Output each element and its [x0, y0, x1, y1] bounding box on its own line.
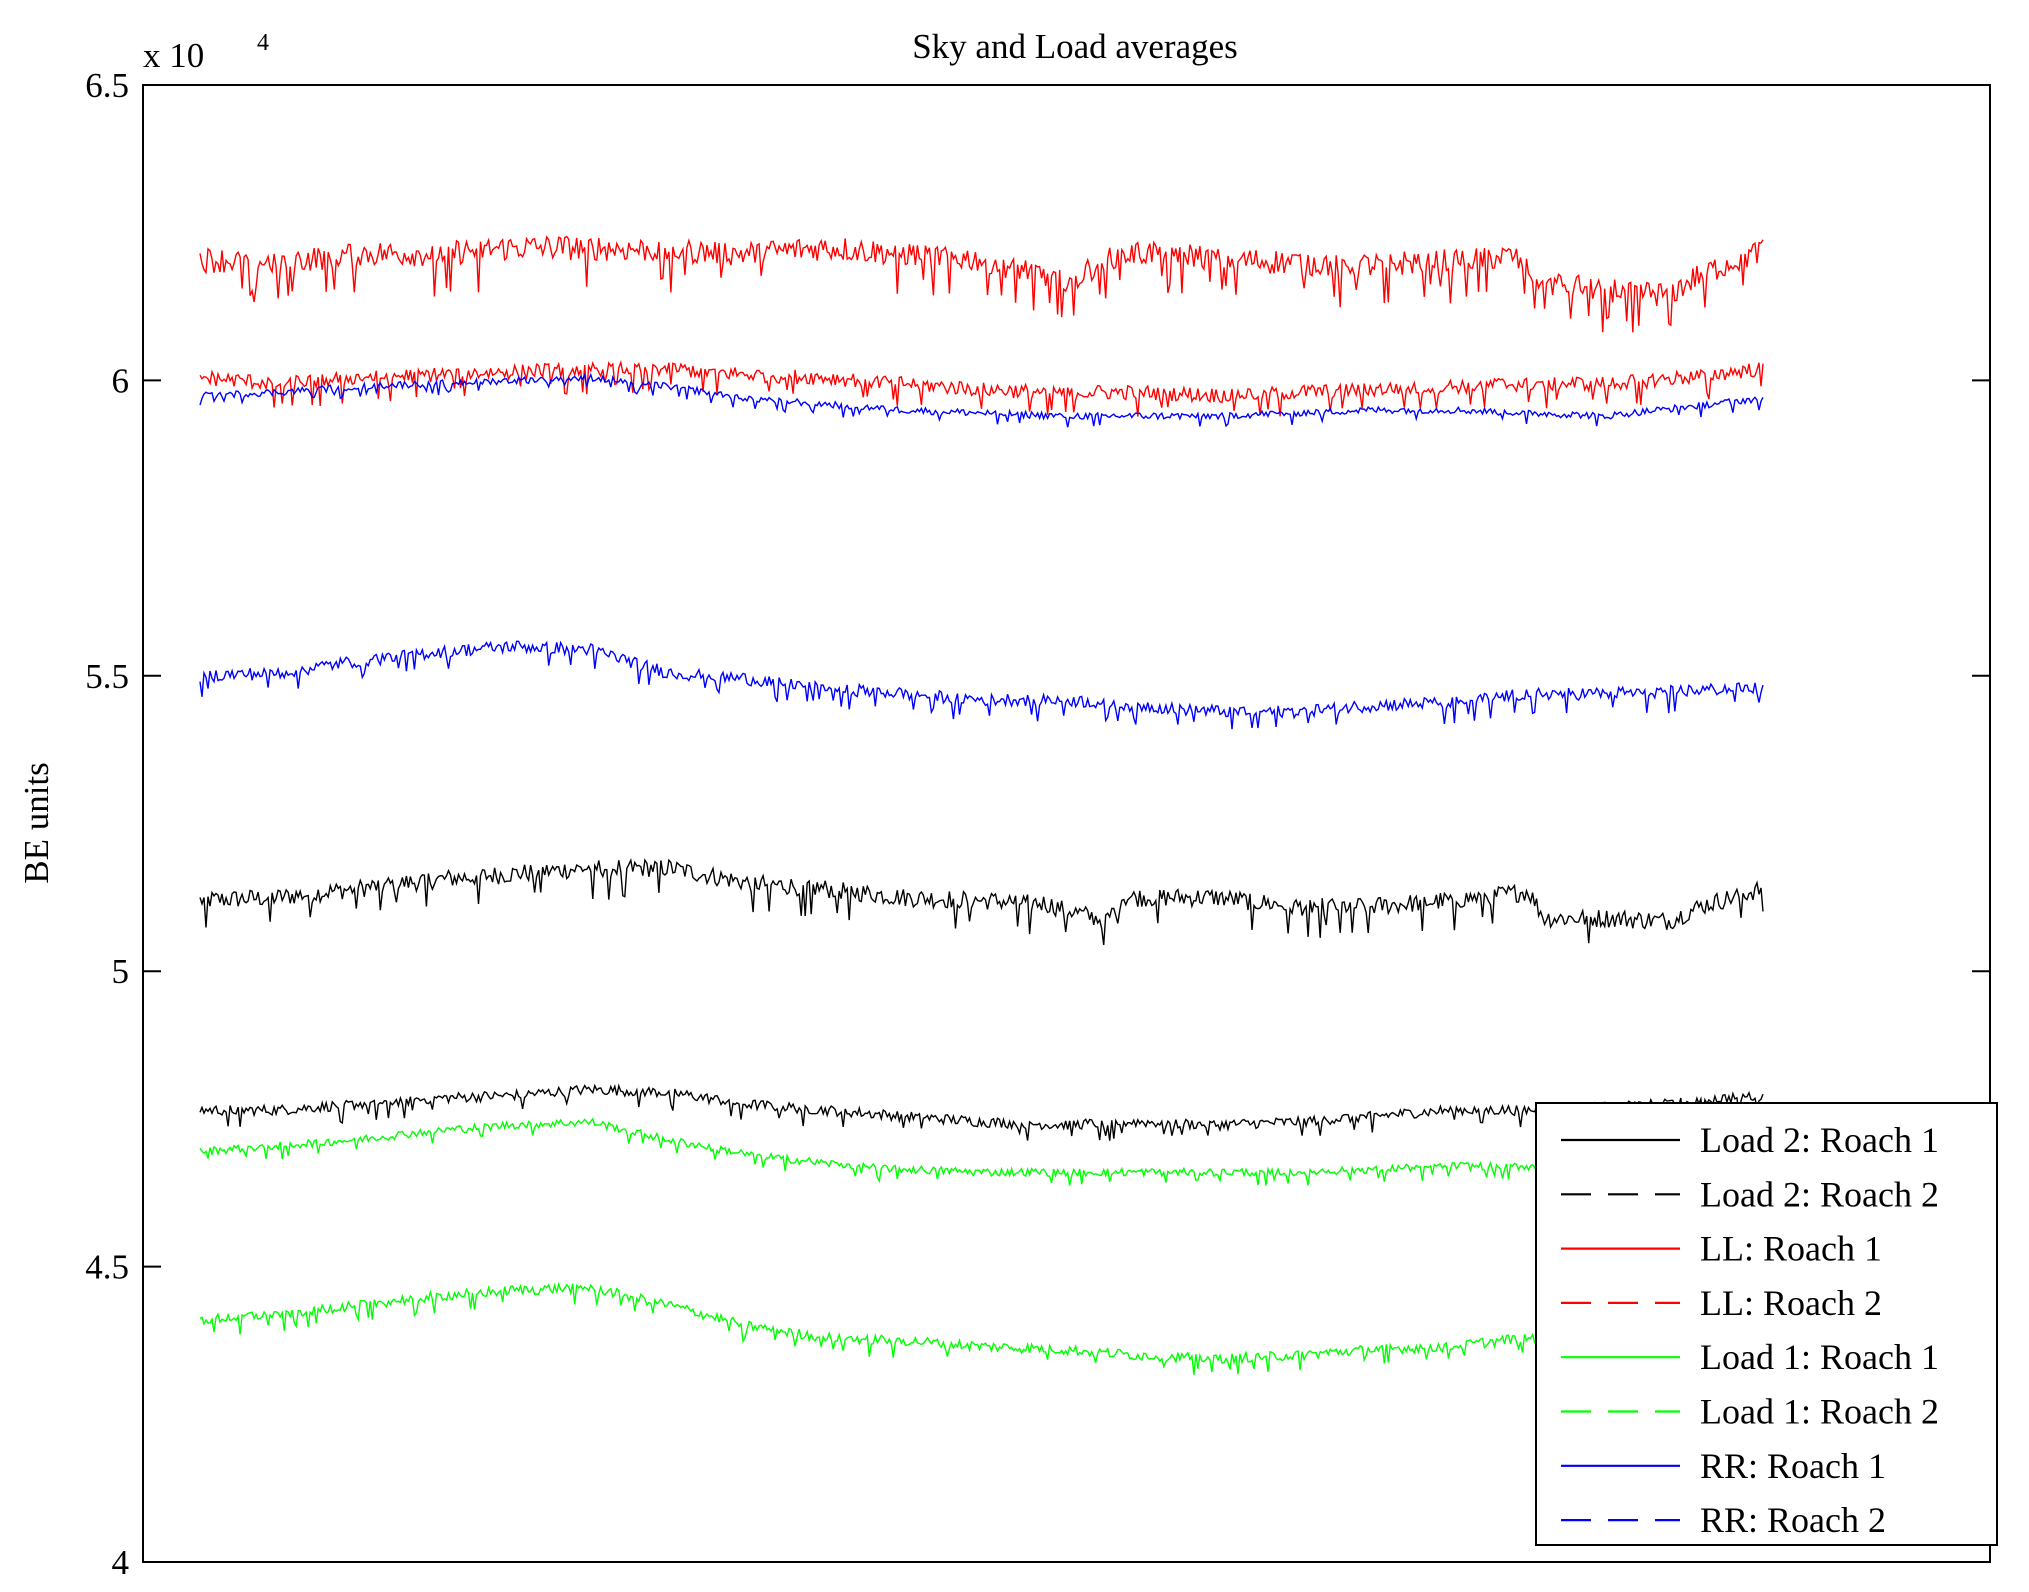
series-line-5 [199, 1117, 1764, 1186]
series-line-4 [199, 1281, 1764, 1375]
legend-label-6: RR: Roach 1 [1700, 1446, 1886, 1486]
chart-title: Sky and Load averages [912, 27, 1238, 66]
series-layer [199, 235, 1764, 1375]
plot-area-frame [142, 84, 1991, 1563]
legend-box [1535, 1102, 1998, 1546]
y-exponent-base: x 10 [143, 36, 204, 75]
series-line-6 [199, 640, 1764, 730]
y-tick-label: 5 [112, 952, 130, 991]
y-tick-label: 6.5 [85, 66, 129, 105]
legend-entries: Load 2: Roach 1 Load 2: Roach 2 LL: Roach … [1561, 1120, 1939, 1540]
y-axis-label: BE units [17, 762, 56, 884]
legend-label-7: RR: Roach 2 [1700, 1500, 1886, 1540]
y-tick-label: 5.5 [85, 657, 129, 696]
y-tick-label: 4.5 [85, 1248, 129, 1287]
legend: Load 2: Roach 1 Load 2: Roach 2 LL: Roach … [1535, 1102, 1998, 1546]
series-line-3 [199, 360, 1764, 417]
y-tick-label: 6 [112, 361, 130, 400]
y-tick-label: 4 [112, 1543, 130, 1582]
y-ticks: 4 4.5 5 5.5 6 6.5 [85, 66, 1990, 1582]
series-line-2 [199, 235, 1764, 333]
legend-label-4: Load 1: Roach 1 [1700, 1337, 1939, 1377]
legend-label-1: Load 2: Roach 2 [1700, 1174, 1939, 1214]
series-line-7 [199, 372, 1764, 428]
legend-label-2: LL: Roach 1 [1700, 1229, 1882, 1269]
series-line-1 [199, 1083, 1764, 1141]
legend-label-0: Load 2: Roach 1 [1700, 1120, 1939, 1160]
legend-label-5: Load 1: Roach 2 [1700, 1392, 1939, 1432]
y-exponent: x 10 4 [143, 30, 269, 75]
legend-label-3: LL: Roach 2 [1700, 1283, 1882, 1323]
y-exponent-power: 4 [257, 30, 269, 56]
series-line-0 [199, 857, 1764, 945]
